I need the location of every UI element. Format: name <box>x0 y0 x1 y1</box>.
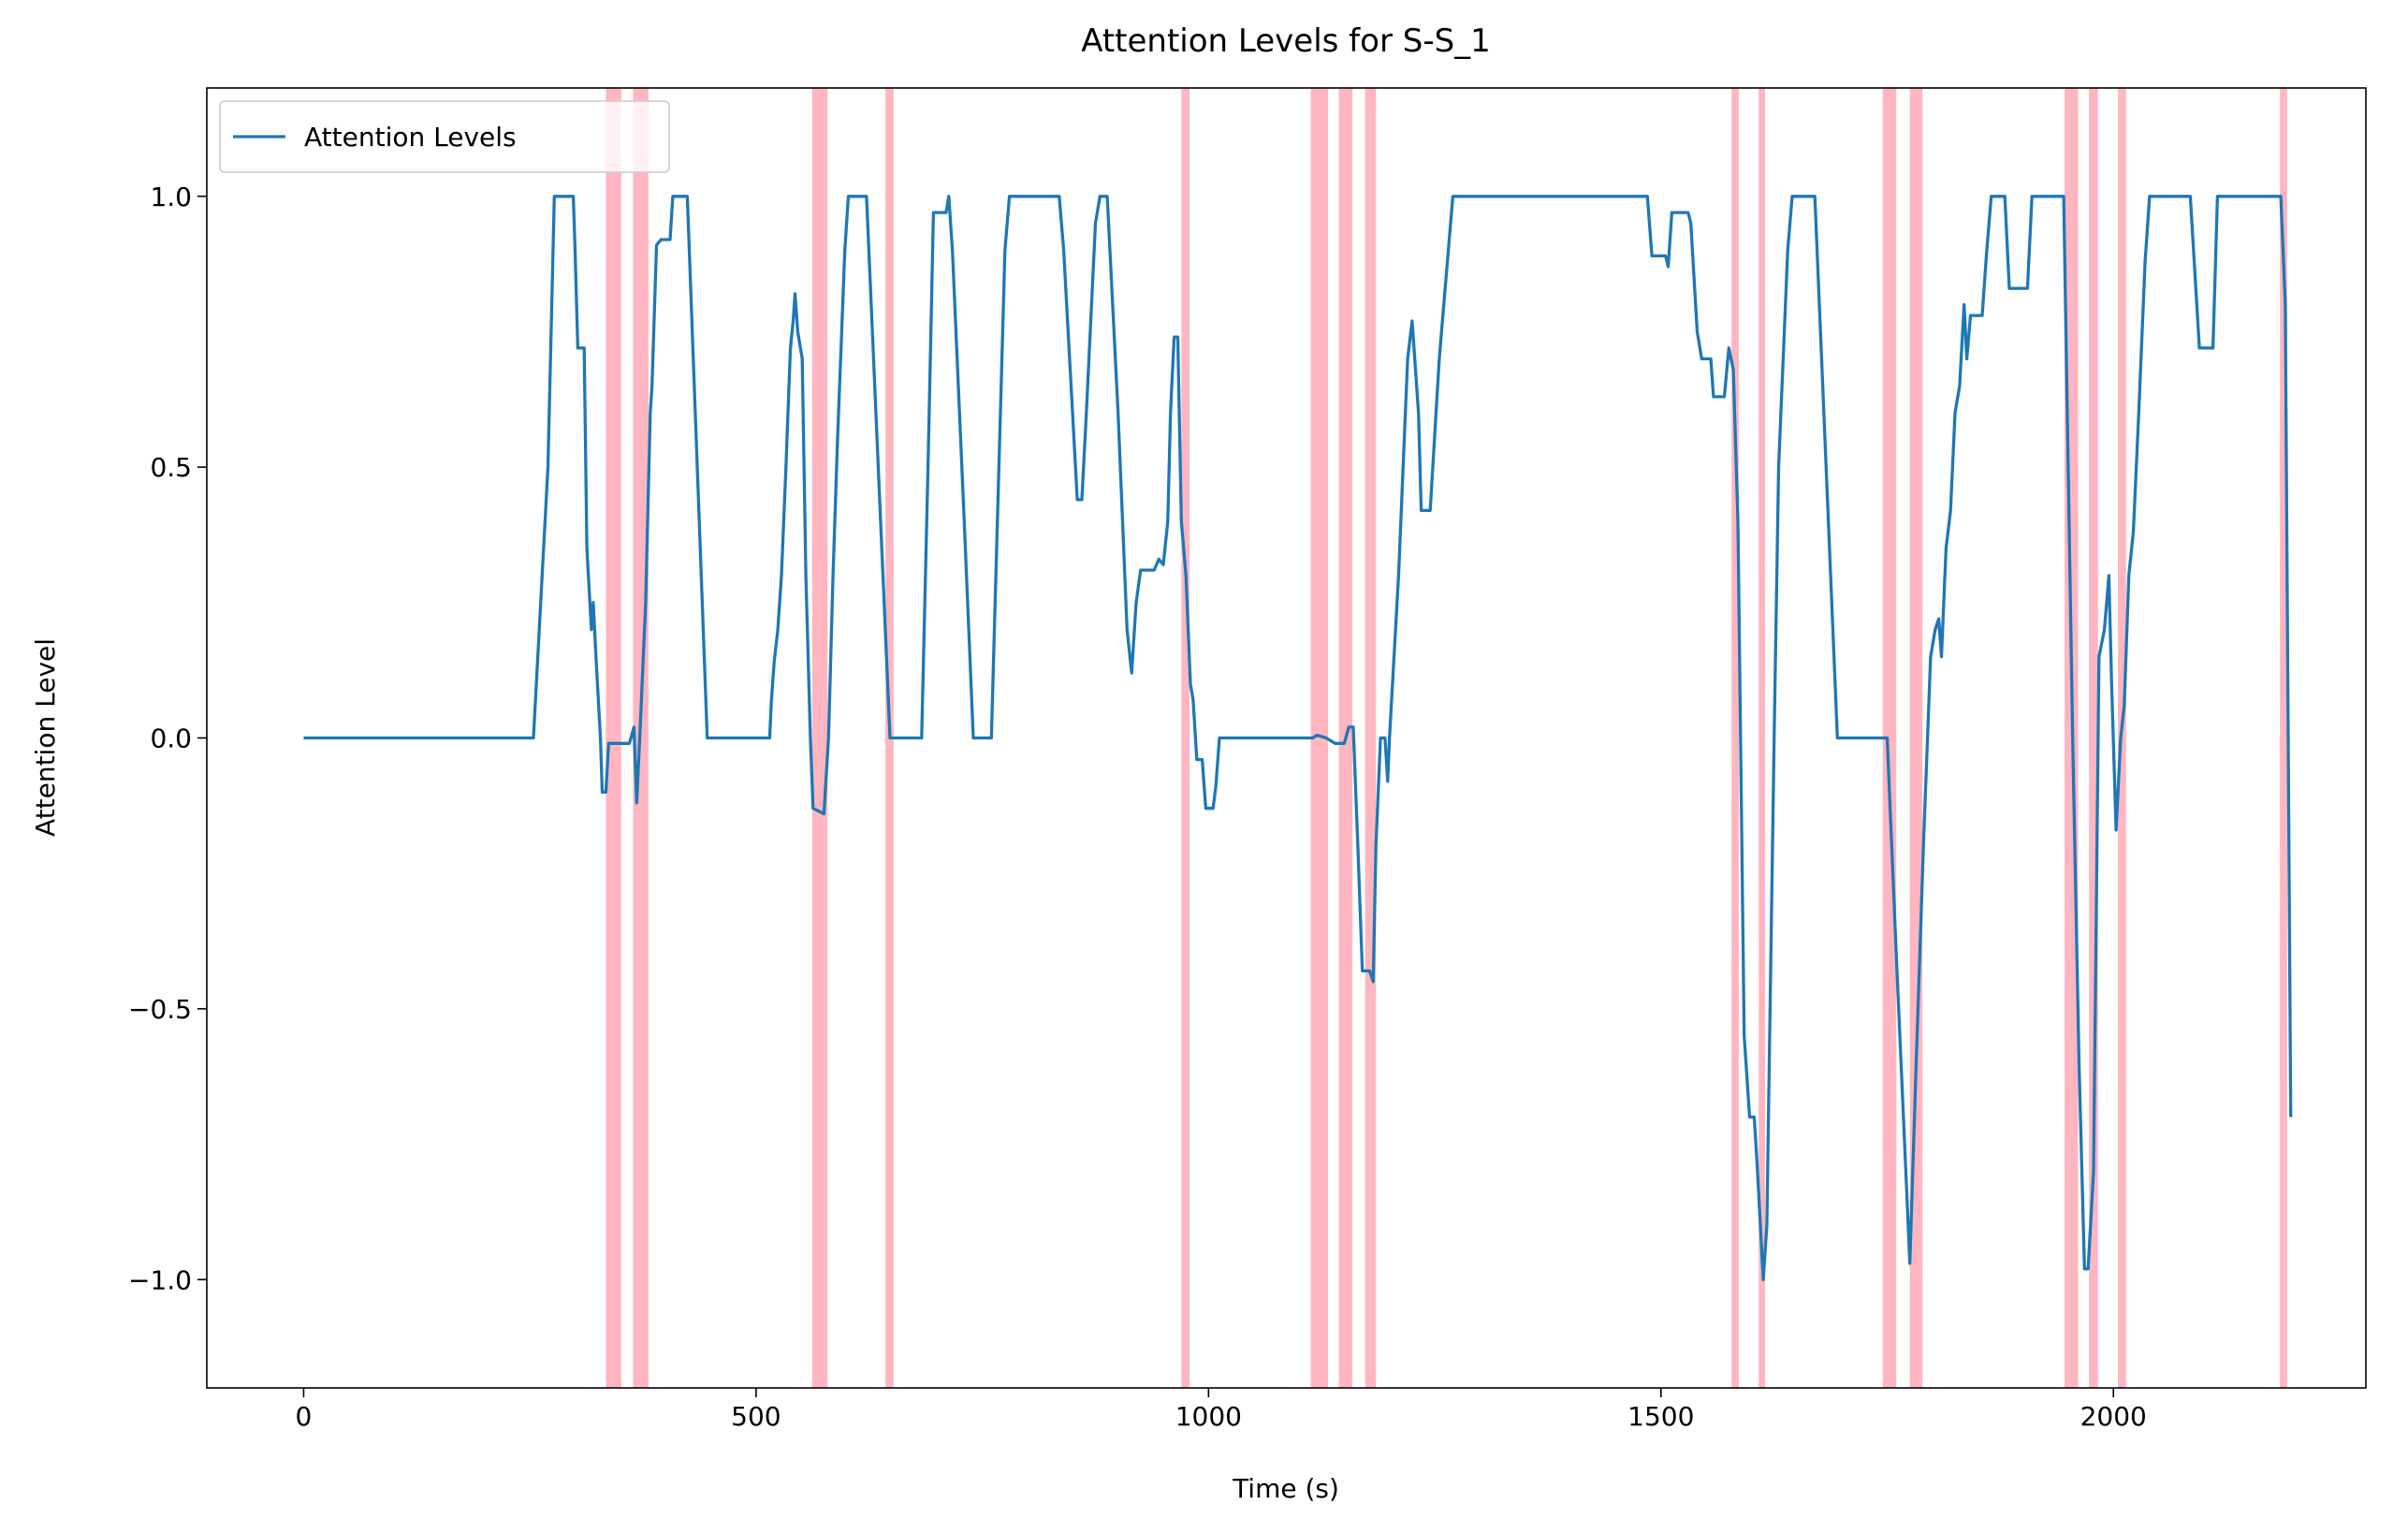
x-tick-label: 1500 <box>1627 1401 1694 1432</box>
x-tick-label: 500 <box>731 1401 781 1432</box>
highlight-span <box>1181 88 1190 1388</box>
highlight-span <box>2089 88 2098 1388</box>
highlight-span <box>606 88 621 1388</box>
x-tick-label: 2000 <box>2080 1401 2147 1432</box>
y-tick-label: 1.0 <box>150 182 192 212</box>
highlight-span <box>811 88 828 1388</box>
plot-frame <box>206 87 2367 1389</box>
data-line <box>303 195 2293 1281</box>
x-axis-label: Time (s) <box>1232 1473 1339 1504</box>
chart-title: Attention Levels for S-S_1 <box>1081 22 1491 60</box>
highlight-span <box>1909 88 1923 1388</box>
y-tick-label: −1.0 <box>128 1264 192 1295</box>
x-tick-label: 1000 <box>1175 1401 1242 1432</box>
highlight-span <box>2280 88 2287 1388</box>
y-axis-label: Attention Level <box>30 638 61 837</box>
y-tick-label: −0.5 <box>128 994 192 1025</box>
y-tick-label: 0.0 <box>150 723 192 754</box>
highlight-span <box>1310 88 1328 1388</box>
y-tick-label: 0.5 <box>150 452 192 483</box>
legend-label: Attention Levels <box>304 122 517 153</box>
highlight-span <box>1365 88 1377 1388</box>
x-tick-label: 0 <box>296 1401 313 1432</box>
highlight-span <box>1882 88 1897 1388</box>
legend-box <box>219 100 670 173</box>
highlight-span <box>1759 88 1765 1388</box>
highlight-span <box>1731 88 1739 1388</box>
